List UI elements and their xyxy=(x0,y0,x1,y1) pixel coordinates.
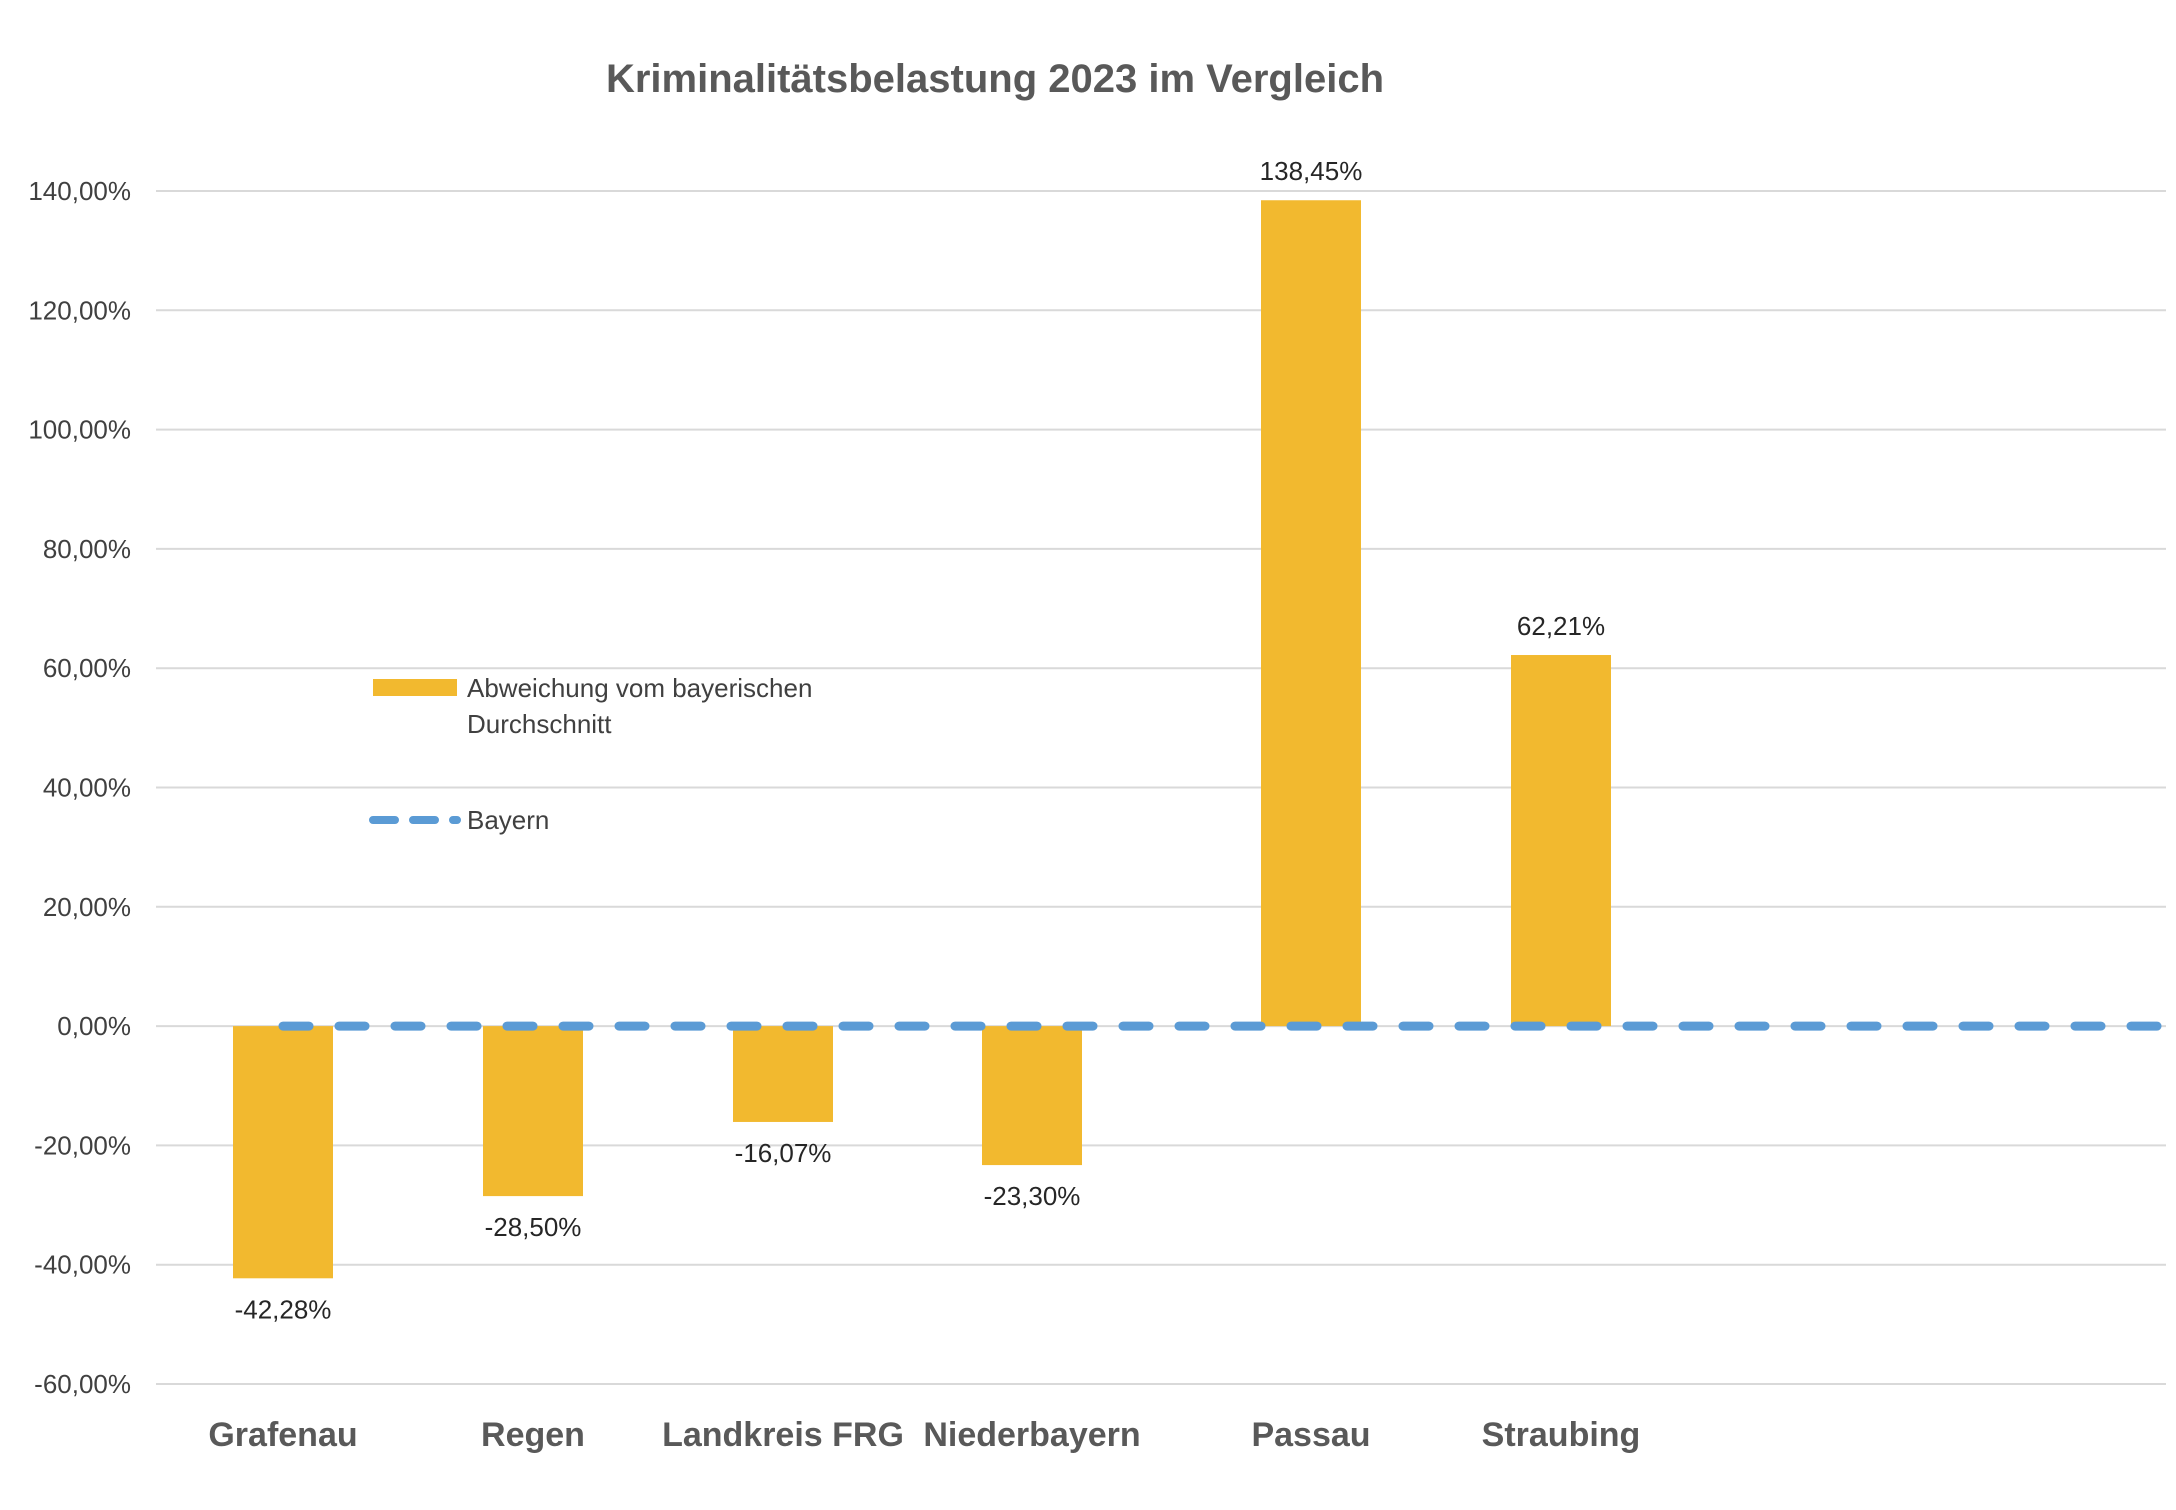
x-category-label: Grafenau xyxy=(208,1416,357,1454)
data-label: -23,30% xyxy=(984,1181,1081,1211)
data-label: 138,45% xyxy=(1260,156,1363,186)
y-axis-tick-labels: 140,00% 120,00% 100,00% 80,00% 60,00% 40,00% 2… xyxy=(28,176,131,1399)
y-tick-label: -20,00% xyxy=(34,1130,131,1160)
x-category-label: Niederbayern xyxy=(923,1416,1140,1454)
bar xyxy=(233,1026,333,1279)
bar xyxy=(733,1026,833,1122)
legend-label-abweichung-line1: Abweichung vom bayerischen xyxy=(467,673,812,703)
y-tick-label: -60,00% xyxy=(34,1369,131,1399)
y-tick-label: 100,00% xyxy=(28,415,131,445)
legend-label-bayern: Bayern xyxy=(467,805,549,835)
x-category-label: Straubing xyxy=(1482,1416,1641,1454)
bar xyxy=(1261,200,1361,1027)
x-category-label: Passau xyxy=(1251,1416,1370,1454)
y-tick-label: 120,00% xyxy=(28,295,131,325)
y-tick-label: 20,00% xyxy=(43,892,131,922)
gridlines xyxy=(156,190,2166,1385)
y-tick-label: 140,00% xyxy=(28,176,131,206)
chart-title: Kriminalitätsbelastung 2023 im Vergleich xyxy=(606,57,1384,101)
bar xyxy=(982,1026,1082,1166)
x-axis-category-labels: Grafenau Regen Landkreis FRG Niederbayern Pa… xyxy=(208,1416,1640,1454)
data-label: -16,07% xyxy=(735,1138,832,1168)
data-labels: -42,28% -28,50% -16,07% -23,30% 138,45% 62,21… xyxy=(235,156,1606,1324)
data-label: 62,21% xyxy=(1517,611,1605,641)
bar xyxy=(483,1026,583,1197)
y-tick-label: 60,00% xyxy=(43,653,131,683)
y-tick-label: 0,00% xyxy=(57,1011,131,1041)
x-category-label: Regen xyxy=(481,1416,585,1454)
data-label: -42,28% xyxy=(235,1294,332,1324)
bar-series xyxy=(233,200,1611,1279)
bar xyxy=(1511,655,1611,1027)
legend-swatch-abweichung xyxy=(373,679,457,696)
legend: Abweichung vom bayerischen Durchschnitt … xyxy=(369,673,812,835)
y-tick-label: 80,00% xyxy=(43,534,131,564)
x-category-label: Landkreis FRG xyxy=(662,1416,904,1454)
y-tick-label: -40,00% xyxy=(34,1250,131,1280)
y-tick-label: 40,00% xyxy=(43,773,131,803)
data-label: -28,50% xyxy=(485,1212,582,1242)
legend-label-abweichung-line2: Durchschnitt xyxy=(467,709,612,739)
